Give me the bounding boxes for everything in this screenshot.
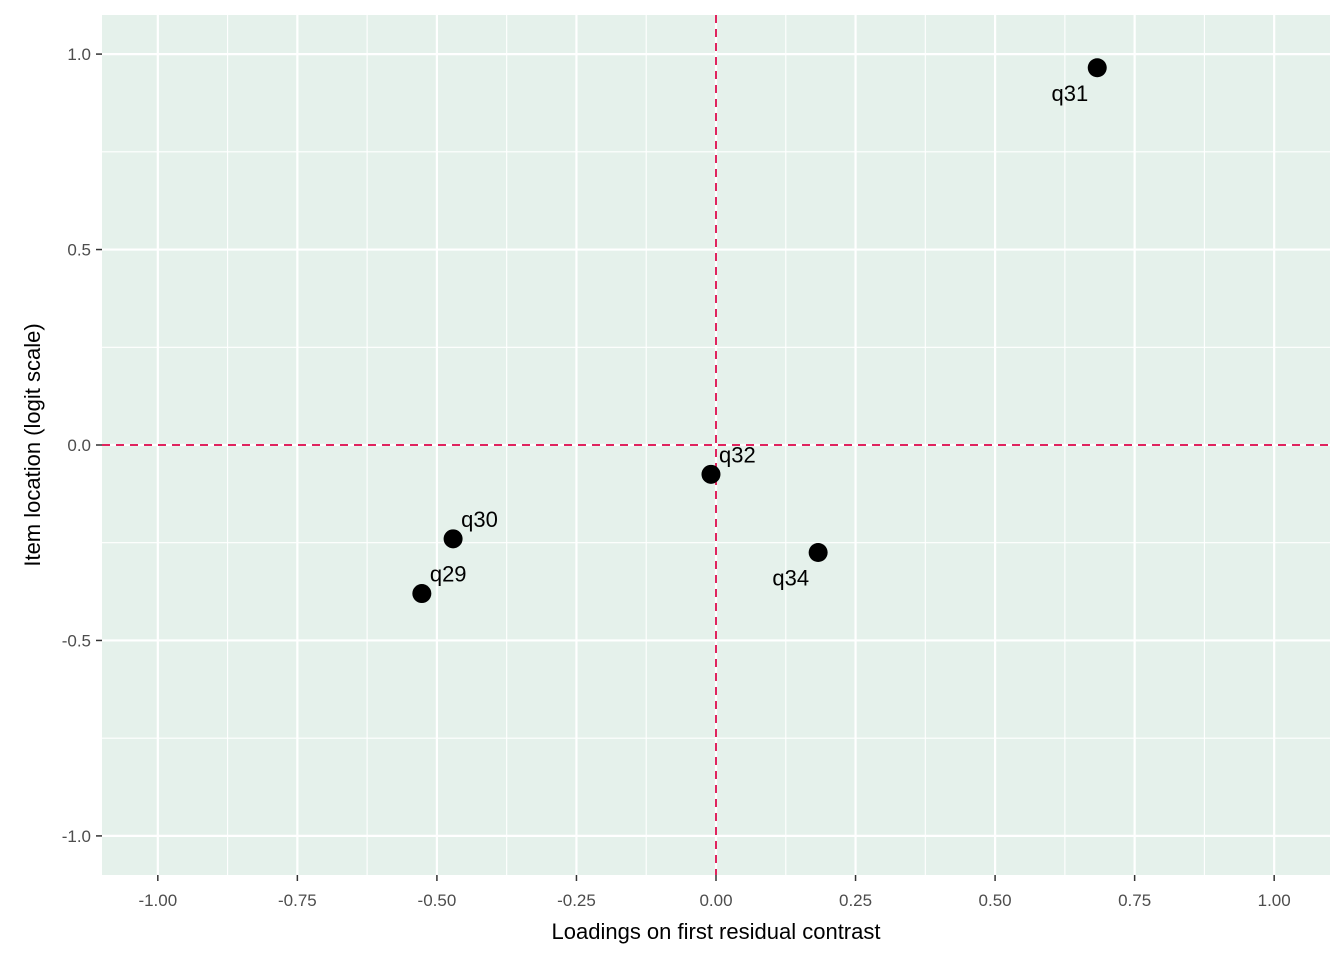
- x-axis-title: Loadings on first residual contrast: [552, 919, 881, 944]
- x-tick-label: -0.50: [418, 891, 457, 910]
- x-tick-label: -0.75: [278, 891, 317, 910]
- data-label-q31: q31: [1052, 81, 1089, 106]
- x-tick-label: 0.75: [1118, 891, 1151, 910]
- major-gridlines: [102, 15, 1330, 875]
- y-tick-label: 1.0: [67, 45, 91, 64]
- reference-lines: [102, 15, 1330, 875]
- x-tick-label: 0.00: [699, 891, 732, 910]
- x-tick-label: -0.25: [557, 891, 596, 910]
- y-axis-ticks: -1.0 -0.5 0.0 0.5 1.0: [62, 45, 102, 846]
- data-label-q29: q29: [430, 562, 467, 587]
- data-point-q30: [443, 529, 463, 549]
- y-tick-label: -0.5: [62, 631, 91, 650]
- data-label-q34: q34: [772, 566, 809, 591]
- x-tick-label: -1.00: [138, 891, 177, 910]
- data-point-q32: [701, 464, 721, 484]
- data-point-q29: [412, 584, 432, 604]
- data-label-q30: q30: [461, 507, 498, 532]
- y-axis-title: Item location (logit scale): [20, 323, 45, 566]
- x-tick-label: 0.25: [839, 891, 872, 910]
- data-point-q34: [808, 543, 828, 562]
- data-point-q31: [1087, 58, 1107, 78]
- x-tick-label: 1.00: [1258, 891, 1291, 910]
- y-tick-label: 0.5: [67, 241, 91, 260]
- x-axis-ticks: -1.00 -0.75 -0.50 -0.25 0.00 0.25 0.50 0.75 1.00: [138, 875, 1291, 910]
- data-points: q29 q30 q31 q32 q34: [412, 58, 1107, 604]
- data-label-q32: q32: [719, 442, 756, 467]
- y-tick-label: 0.0: [67, 436, 91, 455]
- x-tick-label: 0.50: [979, 891, 1012, 910]
- y-tick-label: -1.0: [62, 827, 91, 846]
